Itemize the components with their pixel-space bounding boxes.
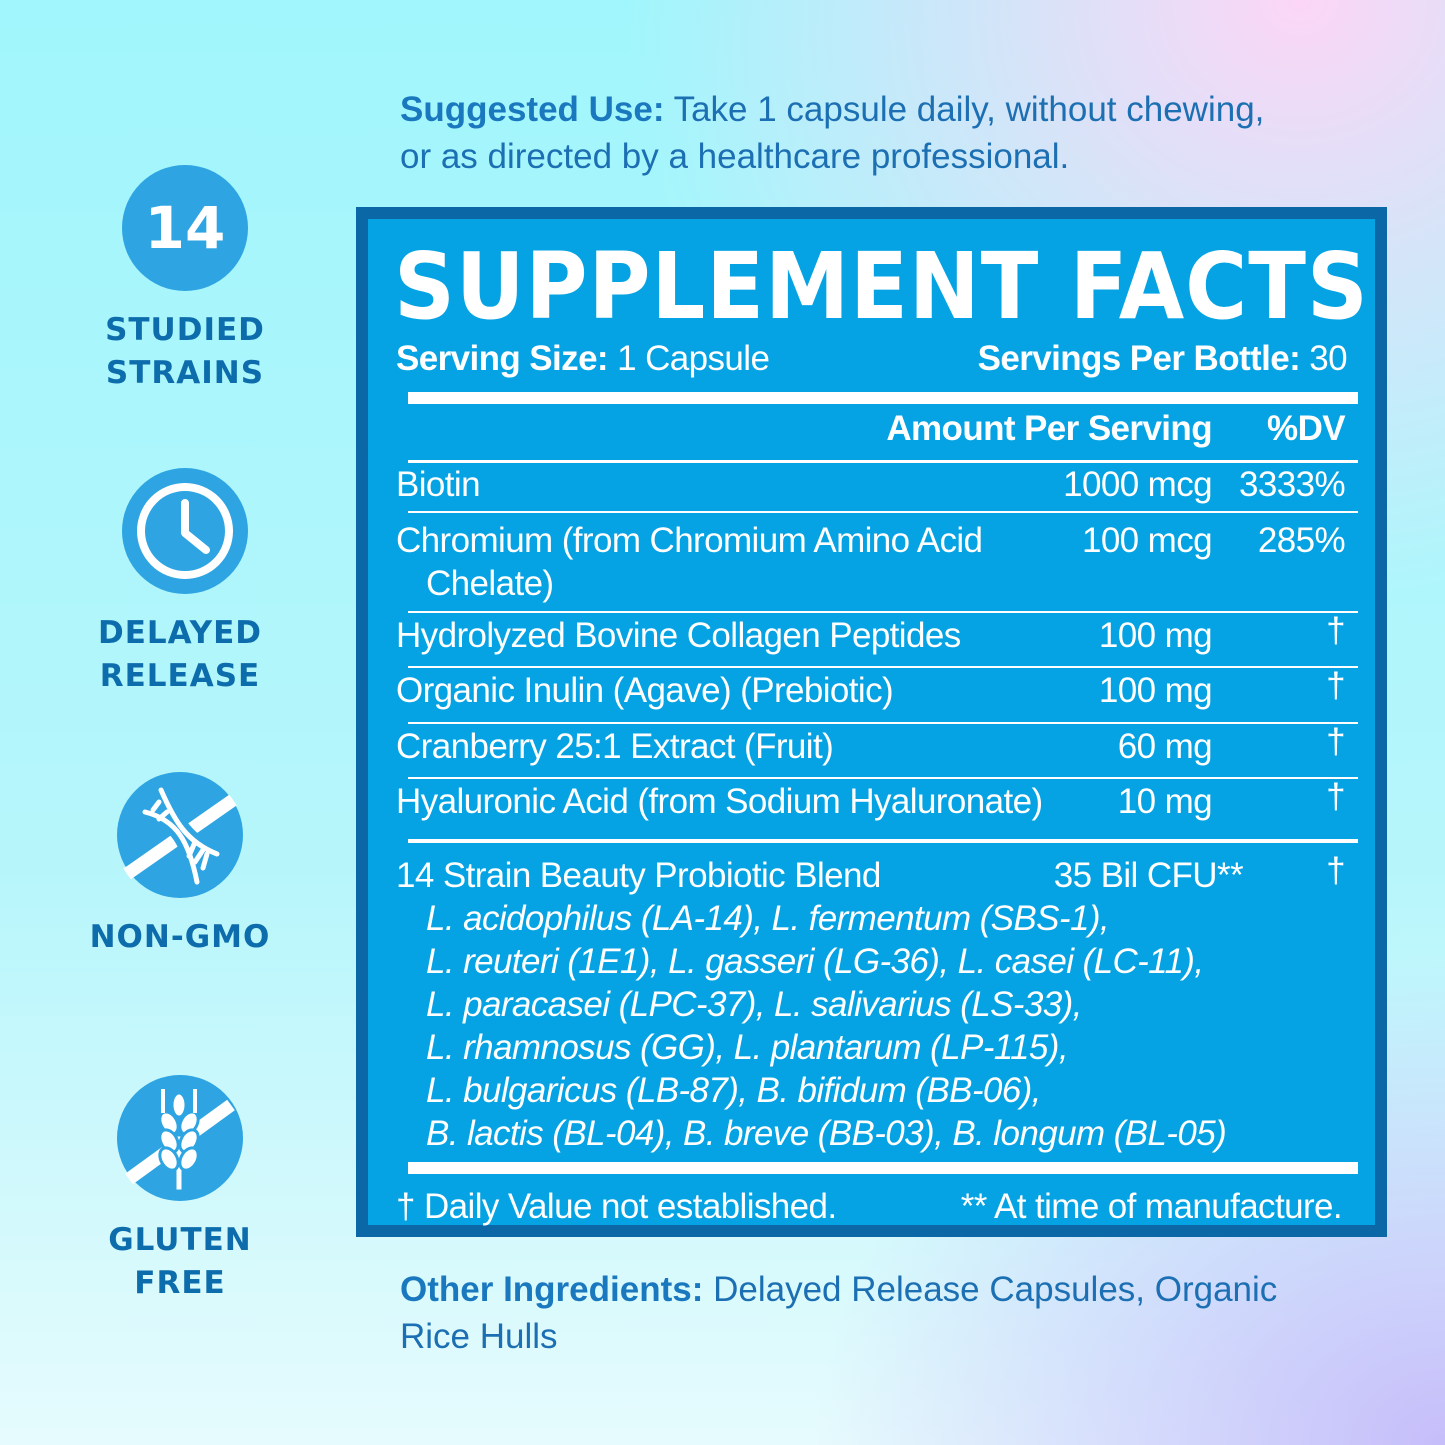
nutrient-amount: 100 mg [1098, 616, 1213, 655]
dna-crossed-icon [117, 772, 243, 898]
divider [408, 777, 1358, 779]
nutrient-amount: 100 mcg [1081, 521, 1213, 560]
other-ingredients-label: Other Ingredients: [400, 1270, 704, 1309]
badge-label-2: RELEASE [99, 658, 261, 694]
nutrient-name: Hyaluronic Acid (from Sodium Hyaluronate… [396, 782, 1043, 821]
divider [408, 611, 1358, 613]
divider [408, 839, 1358, 843]
nutrient-name: Organic Inulin (Agave) (Prebiotic) [396, 671, 894, 710]
nutrient-name: Hydrolyzed Bovine Collagen Peptides [396, 616, 961, 655]
badge-label: STUDIED [105, 312, 265, 348]
nutrient-name: Cranberry 25:1 Extract (Fruit) [396, 727, 834, 766]
nutrient-name: Chromium (from Chromium Amino Acid [396, 521, 983, 560]
divider [408, 1162, 1358, 1174]
serving-size: Serving Size: 1 Capsule [396, 339, 770, 378]
facts-title: SUPPLEMENT FACTS [394, 233, 1369, 340]
strain-line: L. acidophilus (LA-14), L. fermentum (SB… [426, 899, 1110, 938]
nutrient-amount: 100 mg [1098, 671, 1213, 710]
strain-line: L. bulgaricus (LB-87), B. bifidum (BB-06… [426, 1071, 1041, 1110]
other-ingredients: Other Ingredients: Delayed Release Capsu… [400, 1266, 1400, 1360]
suggested-use-text: Take 1 capsule daily, without chewing, [664, 90, 1265, 129]
badge-label-2: FREE [134, 1265, 226, 1301]
suggested-use-text-2: or as directed by a healthcare professio… [400, 137, 1070, 176]
suggested-use-label: Suggested Use: [400, 90, 665, 129]
badge-gluten-free: GLUTEN FREE [80, 1075, 280, 1305]
strain-line: B. lactis (BL-04), B. breve (BB-03), B. … [426, 1114, 1227, 1153]
servings-per-bottle: Servings Per Bottle: 30 [977, 339, 1348, 378]
badge-delayed-release: DELAYED RELEASE [85, 468, 285, 698]
footnote-dagger: † Daily Value not established. [396, 1187, 837, 1226]
col-dv-header: %DV [1267, 409, 1346, 448]
supplement-facts-panel: SUPPLEMENT FACTS Serving Size: 1 Capsule… [356, 207, 1387, 1237]
strain-line: L. reuteri (1E1), L. gasseri (LG-36), L.… [426, 942, 1204, 981]
badge-studied-strains: 14 STUDIED STRAINS [85, 165, 285, 395]
other-ingredients-text-2: Rice Hulls [400, 1317, 558, 1356]
nutrient-name: Biotin [396, 465, 481, 504]
nutrient-dv: † [1326, 611, 1345, 650]
divider [408, 666, 1358, 668]
nutrient-name-2: Chelate) [426, 564, 554, 603]
other-ingredients-text: Delayed Release Capsules, Organic [703, 1270, 1278, 1309]
divider [408, 511, 1358, 513]
clock-icon [122, 468, 248, 594]
badge-label-2: STRAINS [105, 355, 265, 391]
number-14-icon: 14 [122, 165, 248, 291]
badge-label: GLUTEN [108, 1222, 252, 1258]
blend-name: 14 Strain Beauty Probiotic Blend [396, 856, 881, 895]
strain-line: L. paracasei (LPC-37), L. salivarius (LS… [426, 985, 1082, 1024]
badge-label: DELAYED [97, 615, 263, 651]
blend-amount: 35 Bil CFU** [1053, 856, 1244, 895]
nutrient-amount: 10 mg [1117, 782, 1213, 821]
wheat-crossed-icon [117, 1075, 243, 1201]
col-amount-header: Amount Per Serving [886, 409, 1212, 448]
divider [408, 722, 1358, 724]
nutrient-amount: 60 mg [1117, 727, 1213, 766]
nutrient-dv: † [1326, 666, 1345, 705]
nutrient-dv: 3333% [1239, 465, 1346, 504]
strain-line: L. rhamnosus (GG), L. plantarum (LP-115)… [426, 1028, 1069, 1067]
badge-label: NON-GMO [89, 919, 271, 955]
nutrient-dv: 285% [1257, 521, 1346, 560]
divider [408, 460, 1358, 463]
badge-non-gmo: NON-GMO [80, 772, 280, 959]
blend-dv: † [1326, 851, 1345, 890]
nutrient-amount: 1000 mcg [1063, 465, 1213, 504]
nutrient-dv: † [1326, 722, 1345, 761]
footnote-manufacture: ** At time of manufacture. [960, 1187, 1343, 1226]
suggested-use: Suggested Use: Take 1 capsule daily, wit… [400, 86, 1400, 180]
divider [408, 392, 1358, 404]
nutrient-dv: † [1326, 777, 1345, 816]
badge-number: 14 [144, 194, 226, 262]
